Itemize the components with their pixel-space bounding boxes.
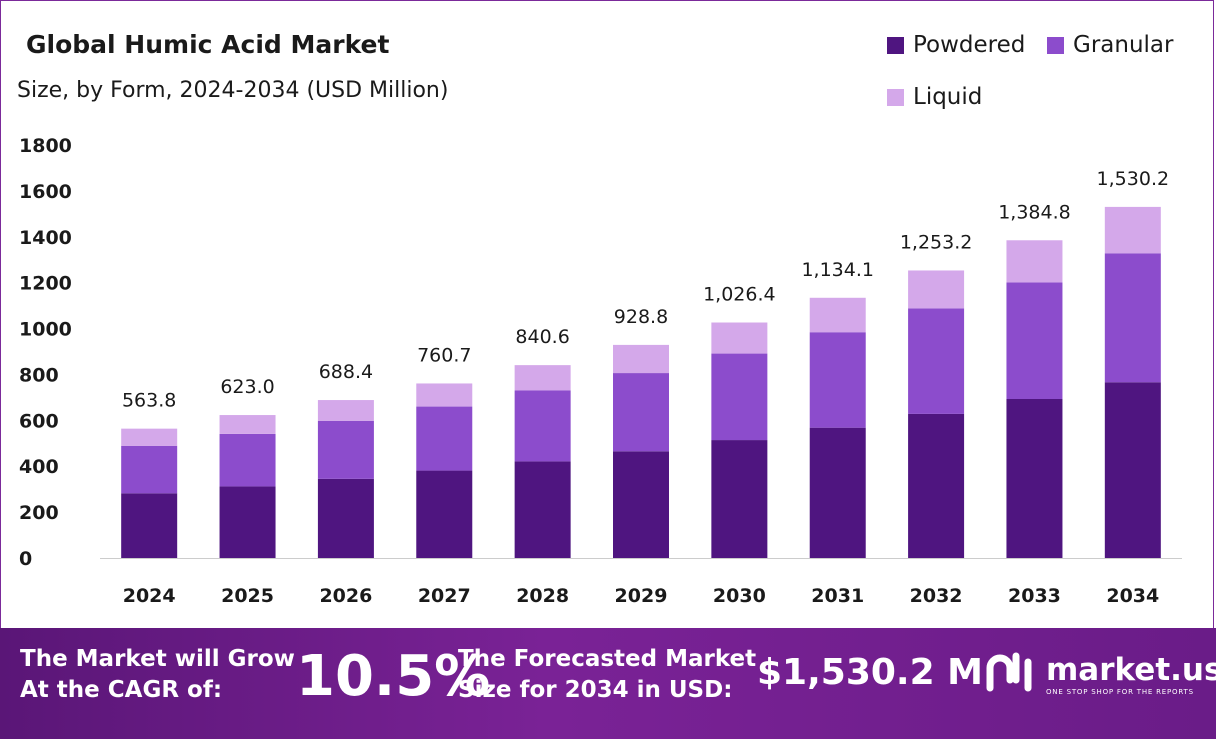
brand-name: market.us	[1046, 652, 1216, 688]
y-tick-label: 1200	[19, 273, 72, 295]
legend-label-granular: Granular	[1073, 32, 1174, 58]
bar-segment-powdered	[711, 440, 768, 558]
bar-total-label: 1,384.8	[998, 201, 1071, 223]
bar-segment-liquid	[809, 297, 866, 333]
bar-segment-liquid	[908, 270, 965, 309]
y-tick-label: 400	[19, 456, 59, 478]
x-tick-label: 2032	[910, 585, 963, 607]
bar-segment-powdered	[121, 493, 178, 558]
x-tick-label: 2028	[516, 585, 569, 607]
bar-segment-granular	[514, 390, 571, 462]
legend-item-liquid: Liquid	[887, 84, 982, 110]
y-tick-label: 800	[19, 364, 59, 386]
bar-total-label: 688.4	[319, 361, 373, 383]
bar-segment-liquid	[1104, 206, 1161, 254]
forecast-value: $1,530.2 M	[757, 652, 984, 693]
bar-total-label: 928.8	[614, 306, 668, 328]
x-tick-label: 2033	[1008, 585, 1061, 607]
bar-segment-liquid	[514, 365, 571, 391]
bar-segment-powdered	[613, 451, 669, 558]
x-tick-label: 2031	[811, 585, 864, 607]
bar-segment-powdered	[908, 413, 965, 558]
bar-segment-liquid	[711, 322, 768, 354]
cagr-value: 10.5%	[296, 644, 491, 709]
bar-total-label: 563.8	[122, 390, 176, 412]
forecast-caption-line2: Size for 2034 in USD:	[458, 677, 733, 703]
market-us-logo-icon	[986, 652, 1032, 692]
legend-item-powdered: Powdered	[887, 32, 1025, 58]
x-tick-label: 2029	[615, 585, 668, 607]
bar-segment-granular	[219, 433, 276, 487]
bar-total-label: 1,530.2	[1097, 168, 1170, 190]
bar-total-label: 1,253.2	[900, 231, 973, 253]
legend-label-powdered: Powdered	[913, 32, 1026, 58]
x-tick-label: 2030	[713, 585, 766, 607]
bar-segment-liquid	[1006, 240, 1063, 283]
y-tick-label: 1600	[19, 181, 72, 203]
bar-segment-granular	[317, 420, 374, 479]
bar-total-label: 840.6	[515, 326, 569, 348]
bar-segment-granular	[1104, 253, 1161, 383]
footer-banner: The Market will Grow At the CAGR of: 10.…	[0, 628, 1216, 739]
bar-segment-granular	[416, 406, 473, 471]
cagr-caption: The Market will Grow At the CAGR of:	[20, 644, 295, 706]
x-tick-label: 2024	[123, 585, 176, 607]
y-tick-label: 1400	[19, 227, 72, 249]
bar-total-label: 1,134.1	[801, 259, 874, 281]
bar-segment-powdered	[514, 461, 571, 558]
bar-segment-granular	[908, 308, 965, 414]
legend-swatch-liquid	[887, 88, 904, 106]
legend-swatch-granular	[1047, 36, 1064, 54]
bar-segment-liquid	[219, 415, 276, 434]
x-tick-label: 2026	[319, 585, 372, 607]
bar-segment-liquid	[613, 344, 669, 374]
brand-tagline: ONE STOP SHOP FOR THE REPORTS	[1046, 688, 1194, 696]
bar-segment-powdered	[1006, 398, 1063, 558]
bar-segment-granular	[121, 445, 178, 494]
y-tick-label: 600	[19, 410, 59, 432]
bar-segment-liquid	[416, 383, 473, 407]
bar-segment-granular	[711, 353, 768, 441]
legend-label-liquid: Liquid	[913, 84, 983, 110]
cagr-caption-line1: The Market will Grow	[20, 646, 295, 672]
x-tick-label: 2025	[221, 585, 274, 607]
bar-segment-granular	[1006, 282, 1063, 399]
stacked-bar-chart: 0 200 400 600 800 1000 1200 1400 1600 1800 563.8 20…	[19, 135, 1182, 607]
y-tick-label: 1000	[19, 319, 72, 341]
forecast-caption: The Forecasted Market Size for 2034 in U…	[458, 644, 756, 706]
y-tick-label: 1800	[19, 135, 72, 157]
y-tick-label: 200	[19, 502, 59, 524]
bar-segment-powdered	[416, 470, 473, 558]
cagr-caption-line2: At the CAGR of:	[20, 677, 223, 703]
bar-segment-powdered	[219, 486, 276, 558]
bar-segment-powdered	[317, 478, 374, 558]
bar-total-label: 1,026.4	[703, 283, 776, 305]
x-tick-label: 2034	[1106, 585, 1159, 607]
chart-subtitle: Size, by Form, 2024-2034 (USD Million)	[17, 78, 449, 103]
bar-segment-powdered	[1104, 382, 1161, 558]
legend-swatch-powdered	[887, 36, 904, 54]
y-tick-label: 0	[19, 548, 32, 570]
chart-title: Global Humic Acid Market	[26, 30, 390, 59]
bar-segment-granular	[809, 332, 866, 428]
bar-segment-powdered	[809, 427, 866, 558]
legend-item-granular: Granular	[1047, 32, 1173, 58]
bar-segment-liquid	[317, 400, 374, 421]
bar-total-label: 623.0	[220, 376, 274, 398]
bar-segment-liquid	[121, 428, 178, 446]
x-tick-label: 2027	[418, 585, 471, 607]
bar-segment-granular	[613, 373, 669, 452]
bar-total-label: 760.7	[417, 344, 471, 366]
forecast-caption-line1: The Forecasted Market	[458, 646, 757, 672]
chart-frame	[0, 0, 1214, 628]
